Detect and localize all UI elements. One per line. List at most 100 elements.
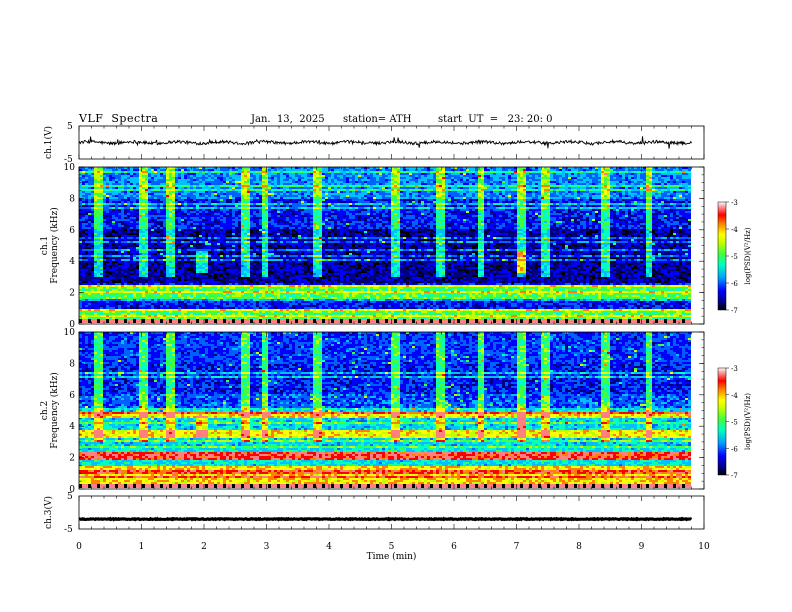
spectrogram-cell xyxy=(313,167,322,169)
spectrogram-cell xyxy=(103,203,106,205)
spectrogram-cell xyxy=(523,195,526,197)
spectrogram-cell xyxy=(595,225,598,227)
spectrogram-cell xyxy=(322,185,325,187)
spectrogram-cell xyxy=(445,195,448,197)
spectrogram-cell xyxy=(244,205,247,207)
spectrogram-cell xyxy=(232,211,235,213)
spectrogram-cell xyxy=(460,223,463,225)
spectrogram-cell xyxy=(673,233,676,235)
spectrogram-cell xyxy=(466,221,469,223)
spectrogram-cell xyxy=(94,171,97,173)
spectrogram-cell xyxy=(562,195,565,197)
spectrogram-cell xyxy=(580,207,583,209)
spectrogram-cell xyxy=(376,211,379,213)
spectrogram-cell xyxy=(469,179,475,181)
spectrogram-cell xyxy=(568,213,571,215)
spectrogram-cell xyxy=(148,213,154,215)
spectrogram-cell xyxy=(403,229,406,231)
spectrogram-cell xyxy=(352,191,355,193)
spectrogram-cell xyxy=(352,173,355,175)
spectrogram-cell xyxy=(610,187,613,189)
spectrogram-cell xyxy=(613,177,616,179)
spectrogram-cell xyxy=(280,205,283,207)
spectrogram-cell xyxy=(256,171,262,173)
spectrogram-cell xyxy=(187,167,193,169)
spectrogram-cell xyxy=(82,223,88,225)
spectrogram-cell xyxy=(415,217,418,219)
spectrogram-cell xyxy=(304,167,307,169)
spectrogram-cell xyxy=(361,167,364,169)
spectrogram-cell xyxy=(607,181,610,183)
spectrogram-cell xyxy=(235,201,238,203)
spectrogram-cell xyxy=(259,229,262,231)
spectrogram-cell xyxy=(526,195,532,197)
spectrogram-cell xyxy=(607,219,610,221)
spectrogram-cell xyxy=(301,227,304,229)
spectrogram-cell xyxy=(250,189,253,191)
spectrogram-cell xyxy=(355,167,361,169)
spectrogram-cell xyxy=(247,215,250,217)
spectrogram-cell xyxy=(646,217,649,219)
spectrogram-cell xyxy=(556,235,565,237)
spectrogram-cell xyxy=(262,181,265,183)
spectrogram-cell xyxy=(430,173,433,175)
spectrogram-cell xyxy=(517,177,520,179)
spectrogram-cell xyxy=(196,209,199,211)
spectrogram-cell xyxy=(289,215,295,217)
spectrogram-cell xyxy=(280,235,283,237)
spectrogram-cell xyxy=(244,171,247,173)
spectrogram-cell xyxy=(430,221,433,223)
spectrogram-cell xyxy=(349,179,352,181)
spectrogram-cell xyxy=(223,211,226,213)
spectrogram-cell xyxy=(616,191,622,193)
spectrogram-cell xyxy=(400,181,403,183)
spectrogram-cell xyxy=(652,195,655,197)
spectrogram-cell xyxy=(409,229,412,231)
spectrogram-cell xyxy=(643,217,646,219)
spectrogram-cell xyxy=(286,169,307,171)
spectrogram-cell xyxy=(385,233,388,235)
spectrogram-cell xyxy=(628,227,631,229)
spectrogram-cell xyxy=(118,237,121,239)
spectrogram-cell xyxy=(268,191,271,193)
spectrogram-cell xyxy=(571,177,577,179)
spectrogram-cell xyxy=(616,197,622,199)
spectrogram-cell xyxy=(178,199,184,201)
spectrogram-cell xyxy=(313,235,316,237)
spectrogram-cell xyxy=(646,229,649,231)
spectrogram-cell xyxy=(481,213,484,215)
spectrogram-cell xyxy=(367,191,370,193)
spectrogram-cell xyxy=(361,211,370,213)
spectrogram-cell xyxy=(679,215,682,217)
spectrogram-cell xyxy=(268,221,274,223)
spectrogram-cell xyxy=(571,225,574,227)
spectrogram-cell xyxy=(397,205,400,207)
spectrogram-cell xyxy=(502,195,505,197)
spectrogram-cell xyxy=(118,235,121,237)
spectrogram-cell xyxy=(661,207,664,209)
spectrogram-cell xyxy=(85,191,91,193)
spectrogram-cell xyxy=(487,167,490,169)
spectrogram-cell xyxy=(385,229,388,231)
spectrogram-cell xyxy=(556,219,562,221)
spectrogram-cell xyxy=(442,169,445,171)
spectrogram-cell xyxy=(391,179,394,181)
spectrogram-cell xyxy=(388,227,391,229)
spectrogram-cell xyxy=(682,173,688,175)
spectrogram-cell xyxy=(166,181,172,183)
spectrogram-cell xyxy=(589,177,601,179)
spectrogram-cell xyxy=(79,211,85,213)
spectrogram-cell xyxy=(211,229,214,231)
spectrogram-cell xyxy=(508,229,511,231)
spectrogram-cell xyxy=(529,213,532,215)
spectrogram-cell xyxy=(88,173,91,175)
spectrogram-cell xyxy=(127,229,130,231)
spectrogram-cell xyxy=(358,175,361,177)
spectrogram-cell xyxy=(646,209,649,211)
spectrogram-cell xyxy=(397,193,400,195)
spectrogram-cell xyxy=(544,167,547,169)
spectrogram-cell xyxy=(109,177,115,179)
spectrogram-cell xyxy=(664,203,670,205)
spectrogram-cell xyxy=(616,167,619,169)
spectrogram-cell xyxy=(544,191,550,193)
